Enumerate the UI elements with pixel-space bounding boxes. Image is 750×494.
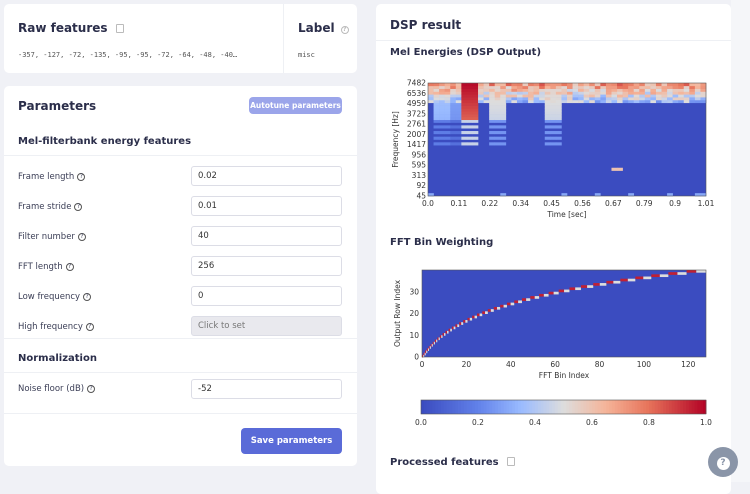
divider <box>4 413 357 414</box>
field-label: FFT length? <box>18 262 74 272</box>
field-label: Frame length? <box>18 172 86 182</box>
raw-features-title: Raw features <box>18 21 108 35</box>
page-gutter <box>731 0 750 482</box>
field-input[interactable]: 0.02 <box>191 166 342 186</box>
field-label: Frame stride? <box>18 202 83 212</box>
fft-title: FFT Bin Weighting <box>390 237 494 248</box>
raw-features-values: -357, -127, -72, -135, -95, -95, -72, -6… <box>18 51 238 59</box>
field-label: Filter number? <box>18 232 86 242</box>
label-text: FFT length <box>18 262 63 272</box>
processed-text: Processed features <box>390 457 499 468</box>
divider <box>4 372 357 373</box>
copy-icon[interactable] <box>506 457 515 466</box>
help-icon[interactable]: ? <box>65 263 74 271</box>
help-icon[interactable]: ? <box>340 26 349 34</box>
help-icon[interactable]: ? <box>85 323 94 331</box>
noise-floor-label: Noise floor (dB)? <box>18 384 96 394</box>
save-parameters-button[interactable]: Save parameters <box>241 428 342 454</box>
field-input[interactable]: 40 <box>191 226 342 246</box>
label-text: Low frequency <box>18 292 81 302</box>
label-text: Frame stride <box>18 202 72 212</box>
label-text: Filter number <box>18 232 75 242</box>
dsp-result-card: DSP result Mel Energies (DSP Output) FFT… <box>376 4 731 494</box>
noise-floor-input[interactable]: -52 <box>191 379 342 399</box>
divider <box>4 155 357 156</box>
autotune-button[interactable]: Autotune parameters <box>249 97 342 114</box>
divider <box>283 4 284 73</box>
help-icon[interactable]: ? <box>77 233 86 241</box>
label-text: High frequency <box>18 322 83 332</box>
field-input[interactable]: 0.01 <box>191 196 342 216</box>
section-mel: Mel-filterbank energy features <box>18 136 192 147</box>
help-button[interactable]: ? <box>708 447 738 477</box>
label-text: Noise floor (dB) <box>18 384 85 394</box>
section-normalization: Normalization <box>18 353 97 364</box>
field-label: High frequency? <box>18 322 94 332</box>
help-icon[interactable]: ? <box>83 293 92 301</box>
divider <box>376 40 731 41</box>
field-input[interactable]: 256 <box>191 256 342 276</box>
mel-title: Mel Energies (DSP Output) <box>390 47 542 58</box>
question-circle-icon: ? <box>716 457 730 470</box>
parameters-title: Parameters <box>18 99 97 113</box>
field-label: Low frequency? <box>18 292 92 302</box>
help-icon[interactable]: ? <box>87 385 96 393</box>
help-icon[interactable]: ? <box>77 173 86 181</box>
copy-icon[interactable] <box>115 24 124 33</box>
field-input[interactable]: 0 <box>191 286 342 306</box>
label-value: misc <box>298 51 315 59</box>
divider <box>4 338 357 339</box>
raw-features-card: Raw features -357, -127, -72, -135, -95,… <box>4 4 357 73</box>
label-text: Frame length <box>18 172 75 182</box>
dsp-title: DSP result <box>390 18 462 32</box>
field-input[interactable]: Click to set <box>191 316 342 336</box>
parameters-card: Parameters Autotune parameters Mel-filte… <box>4 86 357 466</box>
help-icon[interactable]: ? <box>74 203 83 211</box>
label-title: Label <box>298 21 335 35</box>
processed-features-title: Processed features <box>390 457 515 468</box>
